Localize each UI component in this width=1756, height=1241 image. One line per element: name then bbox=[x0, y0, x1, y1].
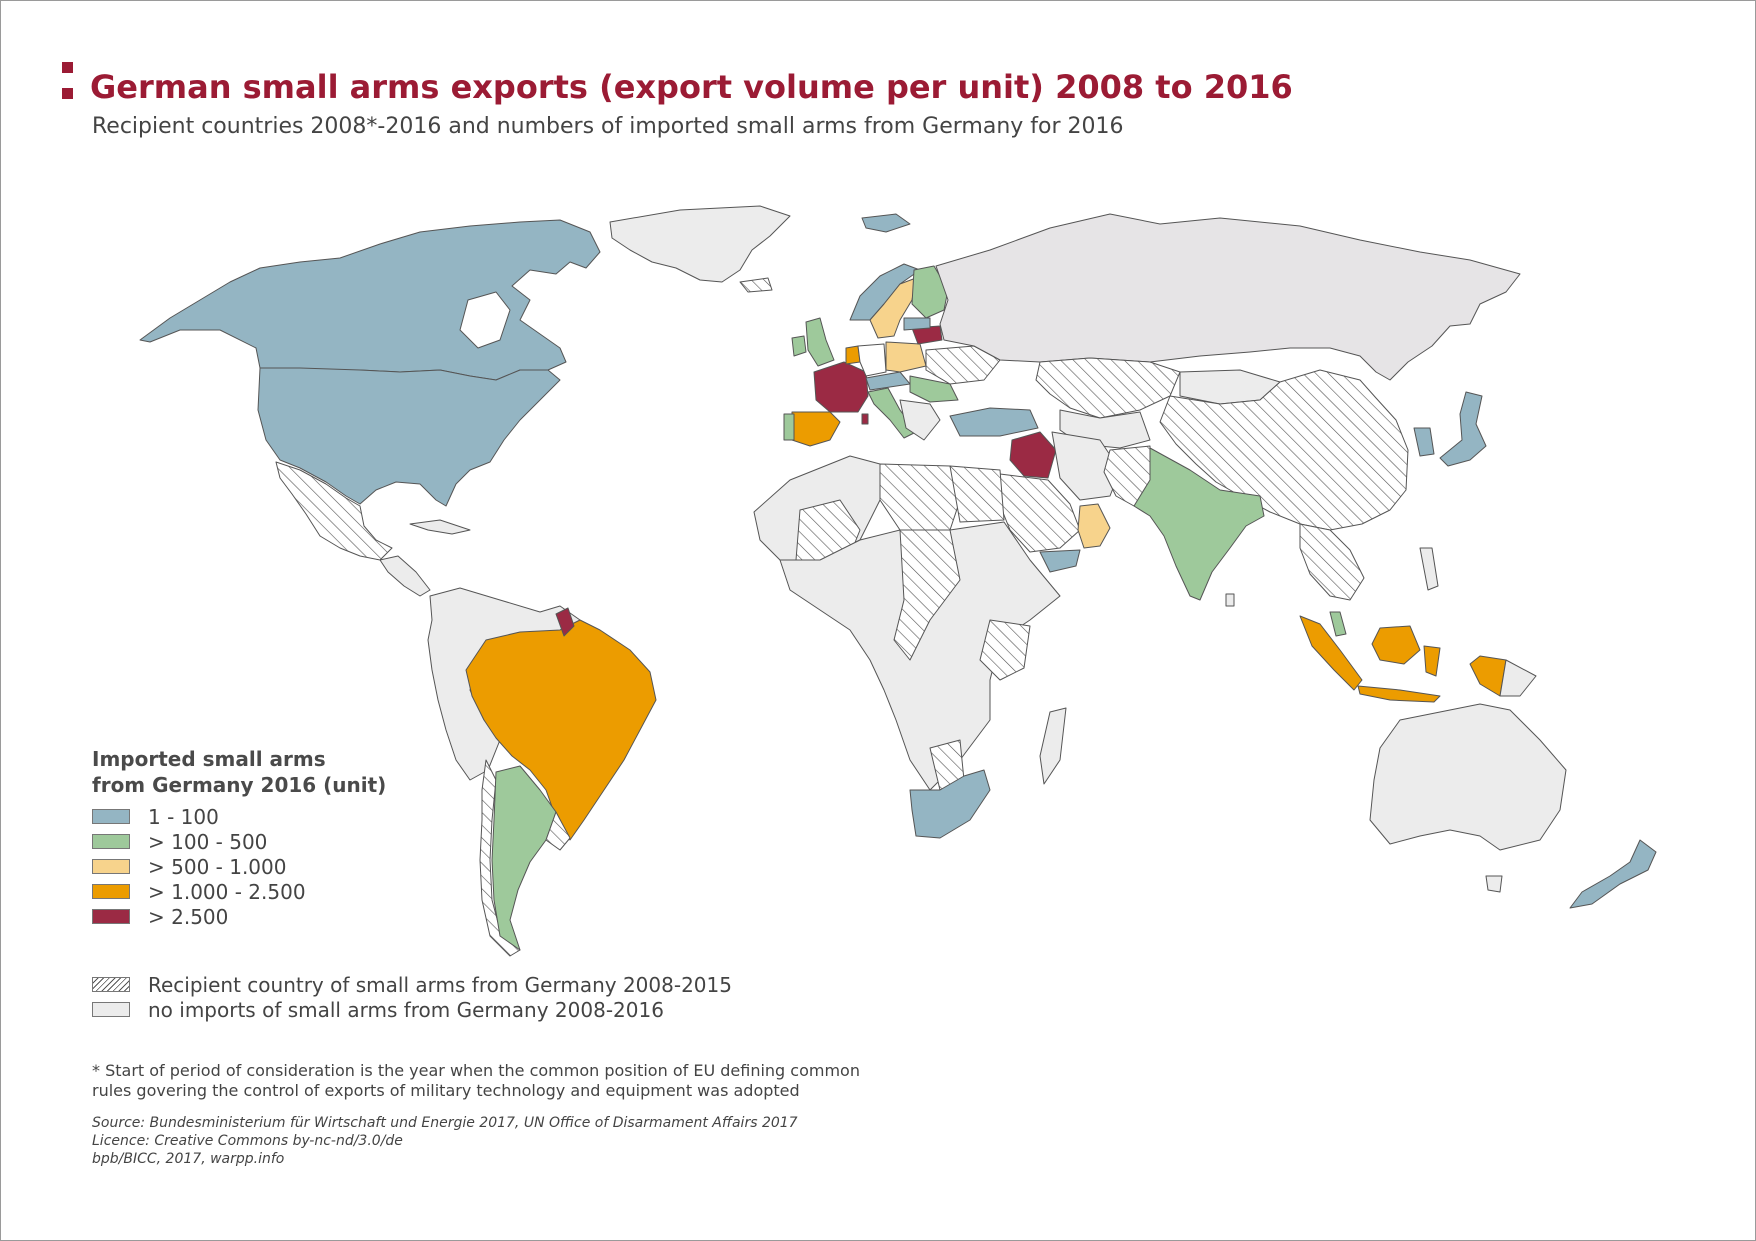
iran bbox=[1051, 431, 1121, 501]
legend-swatch-hatched bbox=[92, 977, 130, 992]
china bbox=[1159, 369, 1409, 531]
legend-swatch-no-imports bbox=[92, 1002, 130, 1017]
poland bbox=[885, 341, 927, 373]
footnote: * Start of period of consideration is th… bbox=[92, 1061, 992, 1101]
legend-label: Recipient country of small arms from Ger… bbox=[148, 972, 732, 997]
egypt bbox=[949, 465, 1005, 523]
ireland bbox=[791, 335, 807, 357]
philippines bbox=[1419, 547, 1439, 591]
japan bbox=[1439, 391, 1487, 467]
yemen bbox=[1039, 549, 1081, 573]
malaysia bbox=[1329, 611, 1347, 637]
south-africa bbox=[909, 769, 991, 839]
central-america bbox=[379, 555, 431, 597]
east-africa bbox=[979, 619, 1031, 681]
indonesia-sulawesi bbox=[1423, 645, 1441, 677]
chile bbox=[479, 759, 521, 957]
corsica bbox=[861, 413, 869, 425]
svalbard bbox=[739, 277, 773, 293]
legend-item: > 1.000 - 2.500 bbox=[92, 879, 386, 904]
turkey bbox=[949, 407, 1039, 437]
india bbox=[1133, 447, 1265, 601]
source-line: Source: Bundesministerium für Wirtschaft… bbox=[92, 1115, 798, 1131]
sri-lanka bbox=[1225, 593, 1235, 607]
legend-swatch bbox=[92, 909, 130, 924]
legend-label: > 100 - 500 bbox=[148, 829, 268, 854]
korea bbox=[1413, 427, 1435, 457]
portugal bbox=[783, 413, 795, 441]
tasmania bbox=[1485, 875, 1503, 893]
mexico bbox=[275, 461, 393, 561]
page-title: German small arms exports (export volume… bbox=[90, 68, 1293, 106]
united-kingdom bbox=[805, 317, 835, 367]
legend-swatch bbox=[92, 884, 130, 899]
indonesia-papua bbox=[1469, 655, 1507, 697]
legend-status: Recipient country of small arms from Ger… bbox=[92, 972, 732, 1022]
legend-item: > 100 - 500 bbox=[92, 829, 386, 854]
australia bbox=[1369, 703, 1567, 851]
greenland bbox=[609, 205, 791, 283]
libya bbox=[879, 463, 961, 531]
legend-title-line1: Imported small arms bbox=[92, 747, 326, 771]
brazil bbox=[465, 619, 657, 841]
balkans bbox=[899, 399, 941, 441]
legend-title-line2: from Germany 2016 (unit) bbox=[92, 773, 387, 797]
french-guiana bbox=[555, 607, 575, 637]
legend-label: > 500 - 1.000 bbox=[148, 854, 287, 879]
madagascar bbox=[1039, 707, 1067, 785]
italy bbox=[867, 387, 917, 439]
kazakhstan bbox=[1035, 357, 1181, 419]
papua-new-guinea bbox=[1499, 659, 1537, 697]
legend-label: 1 - 100 bbox=[148, 804, 219, 829]
finland bbox=[911, 265, 949, 319]
germany bbox=[857, 343, 887, 377]
credit-line: bpb/BICC, 2017, warpp.info bbox=[92, 1151, 285, 1167]
legend-swatch bbox=[92, 834, 130, 849]
lithuania bbox=[911, 325, 943, 345]
legend-item: > 2.500 bbox=[92, 904, 386, 929]
iceland bbox=[861, 213, 911, 233]
romania-hungary bbox=[909, 375, 959, 403]
legend-item-recipient: Recipient country of small arms from Ger… bbox=[92, 972, 732, 997]
legend: Imported small arms from Germany 2016 (u… bbox=[92, 746, 386, 929]
southeast-asia bbox=[1299, 523, 1365, 601]
legend-label: > 2.500 bbox=[148, 904, 229, 929]
legend-item: > 500 - 1.000 bbox=[92, 854, 386, 879]
uruguay bbox=[545, 811, 571, 851]
france bbox=[813, 361, 869, 413]
pakistan-afghanistan bbox=[1103, 445, 1151, 507]
new-zealand bbox=[1569, 839, 1657, 909]
legend-item: 1 - 100 bbox=[92, 804, 386, 829]
hudson-bay bbox=[459, 291, 511, 349]
oman-uae bbox=[1077, 503, 1111, 549]
spain bbox=[791, 411, 841, 447]
indonesia-java bbox=[1357, 685, 1441, 703]
baltics bbox=[903, 317, 931, 331]
title-marker-bottom bbox=[62, 88, 73, 99]
united-states bbox=[257, 367, 561, 507]
russia bbox=[935, 213, 1521, 381]
canada bbox=[139, 219, 601, 381]
legend-swatch bbox=[92, 859, 130, 874]
legend-item-no-imports: no imports of small arms from Germany 20… bbox=[92, 997, 732, 1022]
argentina bbox=[491, 765, 557, 951]
footnote-line: * Start of period of consideration is th… bbox=[92, 1061, 860, 1080]
licence-line: Licence: Creative Commons by-nc-nd/3.0/d… bbox=[92, 1133, 403, 1149]
sudan-chad bbox=[893, 529, 961, 661]
legend-swatch bbox=[92, 809, 130, 824]
legend-label: > 1.000 - 2.500 bbox=[148, 879, 306, 904]
cuba bbox=[409, 519, 471, 535]
legend-label: no imports of small arms from Germany 20… bbox=[148, 997, 664, 1022]
page-subtitle: Recipient countries 2008*-2016 and numbe… bbox=[92, 114, 1124, 139]
indonesia-sumatra bbox=[1299, 615, 1363, 691]
indonesia-borneo bbox=[1371, 625, 1421, 665]
source-block: Source: Bundesministerium für Wirtschaft… bbox=[92, 1114, 798, 1168]
footnote-line: rules govering the control of exports of… bbox=[92, 1081, 800, 1100]
iraq bbox=[1009, 431, 1057, 479]
title-marker-top bbox=[62, 62, 73, 73]
